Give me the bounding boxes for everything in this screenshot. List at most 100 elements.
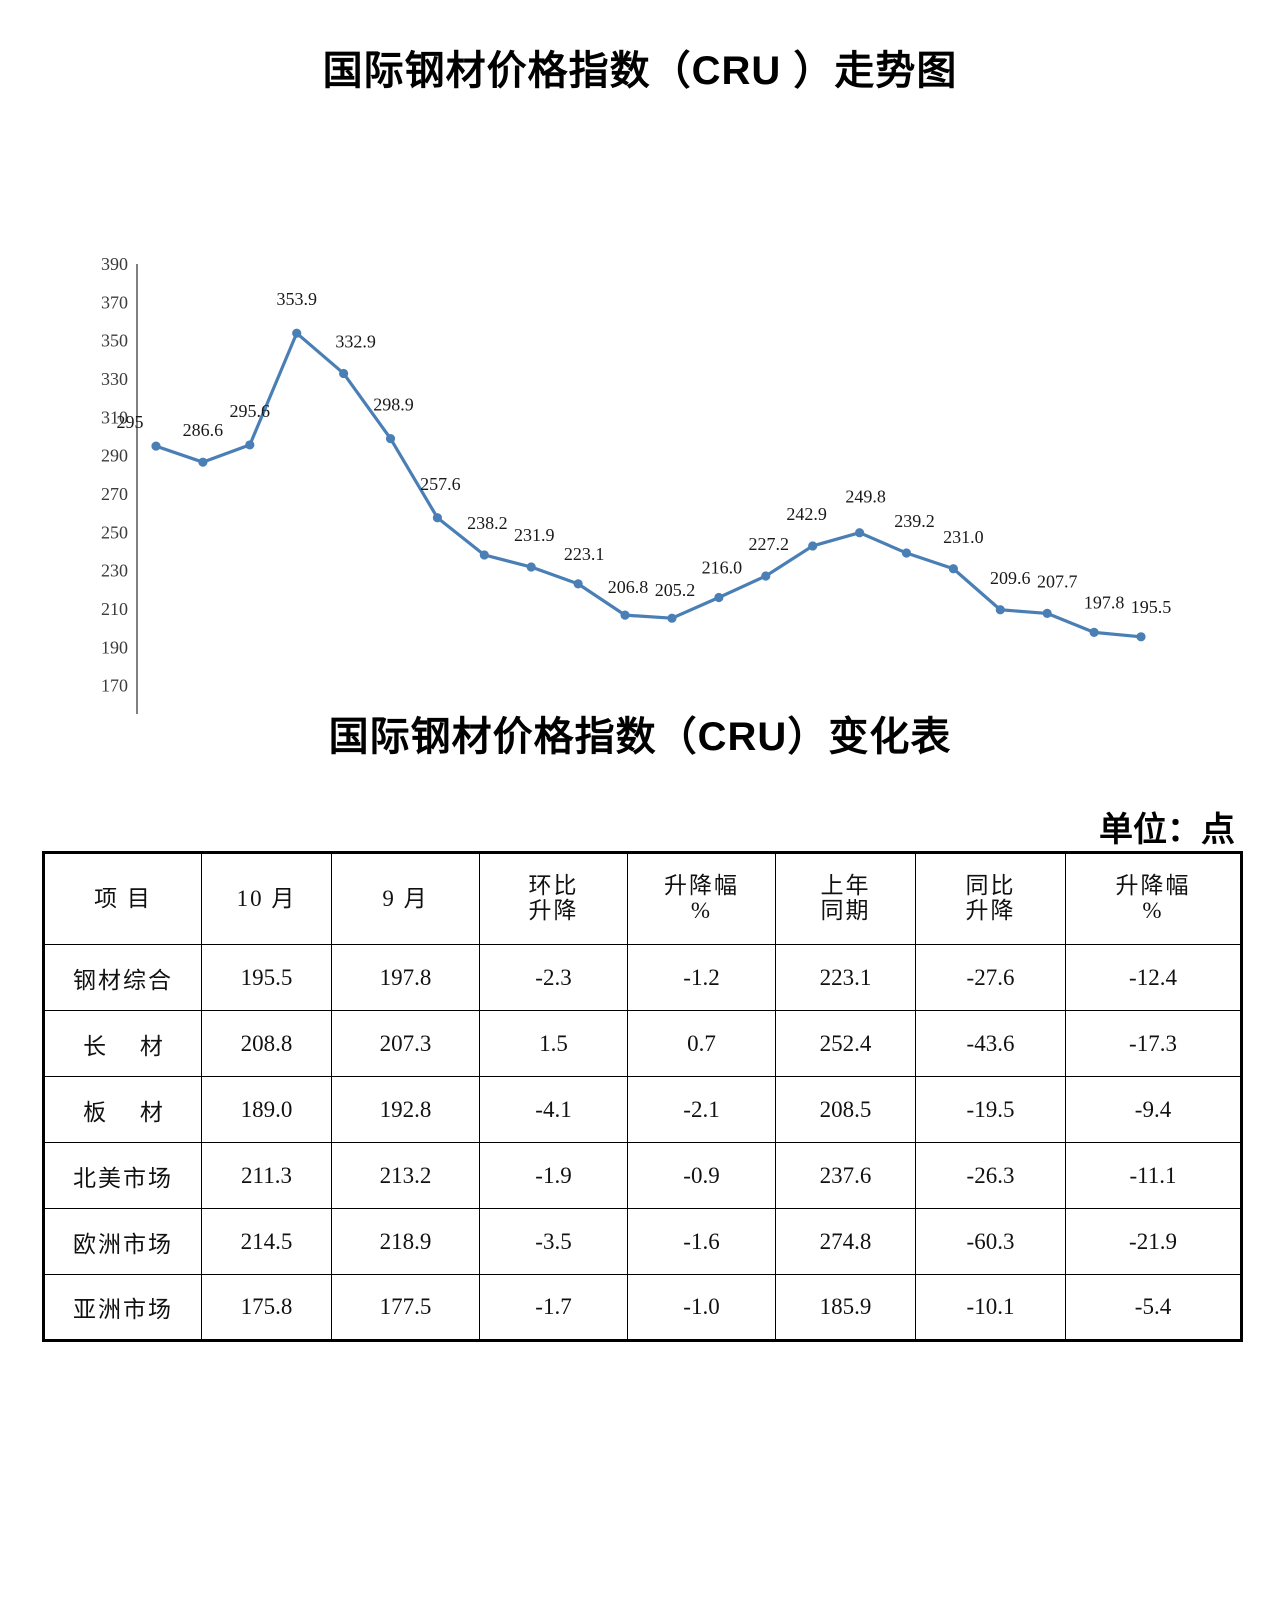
y-axis-tick-label: 310 bbox=[101, 407, 128, 427]
table-head: 项 目 10 月 9 月 环比 升降 升降幅% 上年 同期 同比 升降 升降幅% bbox=[42, 851, 1243, 945]
data-point-marker bbox=[901, 548, 912, 558]
table-cell-item-name: 亚洲市场 bbox=[42, 1274, 202, 1342]
data-point-marker bbox=[1089, 627, 1099, 637]
table-cell-value: 177.5 bbox=[331, 1274, 480, 1342]
data-point-label: 206.8 bbox=[608, 577, 649, 597]
table-header-label: 项 目 bbox=[94, 886, 152, 911]
table-cell-item-name: 北美市场 bbox=[42, 1142, 202, 1209]
data-point-marker bbox=[1042, 608, 1052, 619]
item-name-label: 北美市场 bbox=[73, 1165, 173, 1191]
table-header-cell: 项 目 bbox=[42, 851, 202, 945]
table-cell-value: -1.6 bbox=[627, 1208, 776, 1275]
table-cell-value: 207.3 bbox=[331, 1010, 480, 1077]
table-cell-value: -26.3 bbox=[915, 1142, 1066, 1209]
data-point-label: 209.6 bbox=[990, 568, 1031, 588]
table-cell-value: 0.7 bbox=[627, 1010, 776, 1077]
table-cell-value: -3.5 bbox=[479, 1208, 628, 1275]
data-point-marker bbox=[948, 564, 958, 574]
y-axis-tick-label: 290 bbox=[101, 446, 128, 466]
item-name-label: 长 材 bbox=[83, 1033, 177, 1059]
table-cell-value: 1.5 bbox=[479, 1010, 628, 1077]
item-name-label: 钢材综合 bbox=[73, 967, 173, 993]
table-cell-value: -0.9 bbox=[627, 1142, 776, 1209]
data-point-label: 332.9 bbox=[335, 331, 376, 351]
cru-change-table: 项 目 10 月 9 月 环比 升降 升降幅% 上年 同期 同比 升降 升降幅% 钢材综合 195.5… bbox=[42, 851, 1243, 1342]
data-series-line bbox=[154, 331, 1143, 639]
table-row: 北美市场 211.3 213.2 -1.9 -0.9 237.6 -26.3 -11.1 bbox=[42, 1142, 1243, 1209]
item-name-label: 亚洲市场 bbox=[73, 1297, 173, 1322]
table-cell-value: -1.7 bbox=[479, 1274, 628, 1342]
table-cell-value: -21.9 bbox=[1065, 1208, 1243, 1275]
data-point-marker bbox=[385, 434, 396, 444]
table-cell-value: 189.0 bbox=[201, 1076, 332, 1143]
table-cell-value: -17.3 bbox=[1065, 1010, 1243, 1077]
data-point-marker bbox=[526, 562, 536, 572]
data-point-label: 238.2 bbox=[467, 513, 508, 533]
table-header-cell: 上年 同期 bbox=[775, 851, 916, 945]
table-cell-value: -43.6 bbox=[915, 1010, 1066, 1077]
table-cell-value: 218.9 bbox=[331, 1208, 480, 1275]
table-cell-value: 274.8 bbox=[775, 1208, 916, 1275]
data-point-marker bbox=[854, 528, 865, 538]
table-cell-value: 175.8 bbox=[201, 1274, 332, 1342]
data-point-marker bbox=[573, 579, 583, 589]
table-cell-value: 208.8 bbox=[201, 1010, 332, 1077]
data-point-marker bbox=[714, 592, 724, 603]
table-cell-value: 223.1 bbox=[775, 944, 916, 1011]
cru-change-table-wrap: 项 目 10 月 9 月 环比 升降 升降幅% 上年 同期 同比 升降 升降幅% 钢材综合 195.5… bbox=[0, 851, 1280, 1342]
y-axis-tick-label: 370 bbox=[101, 292, 128, 312]
cru-trend-chart: 1501701902102302502702903103303503703902… bbox=[0, 94, 1280, 714]
data-point-label: 298.9 bbox=[373, 395, 414, 415]
data-point-label: 257.6 bbox=[420, 474, 461, 494]
table-header-cell: 同比 升降 bbox=[915, 851, 1066, 945]
table-cell-value: 197.8 bbox=[331, 944, 480, 1011]
table-cell-value: -1.0 bbox=[627, 1274, 776, 1342]
data-point-marker bbox=[432, 513, 443, 523]
data-point-marker bbox=[995, 605, 1005, 615]
table-cell-value: -4.1 bbox=[479, 1076, 628, 1143]
y-axis-tick-label: 190 bbox=[101, 637, 128, 657]
table-cell-value: -11.1 bbox=[1065, 1142, 1243, 1209]
table-header-label: 上年 同期 bbox=[820, 873, 871, 923]
table-header-cell: 环比 升降 bbox=[479, 851, 628, 945]
data-point-marker bbox=[620, 610, 630, 620]
table-header-cell: 升降幅% bbox=[627, 851, 776, 945]
y-axis-tick-label: 270 bbox=[101, 484, 128, 504]
table-cell-value: -5.4 bbox=[1065, 1274, 1243, 1342]
table-header-label: 升降幅% bbox=[664, 873, 739, 923]
table-header-cell: 9 月 bbox=[331, 851, 480, 945]
table-cell-value: 252.4 bbox=[775, 1010, 916, 1077]
data-point-label: 227.2 bbox=[749, 534, 790, 554]
y-axis-tick-label: 250 bbox=[101, 522, 128, 542]
table-row: 欧洲市场 214.5 218.9 -3.5 -1.6 274.8 -60.3 -21.9 bbox=[42, 1208, 1243, 1275]
data-point-label: 231.9 bbox=[514, 525, 555, 545]
data-point-label: 207.7 bbox=[1037, 571, 1078, 591]
table-cell-value: 213.2 bbox=[331, 1142, 480, 1209]
table-cell-value: -19.5 bbox=[915, 1076, 1066, 1143]
table-header-label: 10 月 bbox=[236, 886, 297, 911]
table-row: 钢材综合 195.5 197.8 -2.3 -1.2 223.1 -27.6 -12.4 bbox=[42, 944, 1243, 1011]
data-point-label: 249.8 bbox=[845, 487, 886, 507]
table-header-label: 同比 升降 bbox=[965, 873, 1016, 923]
table-cell-value: -9.4 bbox=[1065, 1076, 1243, 1143]
data-point-marker bbox=[245, 440, 255, 450]
table-cell-value: 211.3 bbox=[201, 1142, 332, 1209]
table-cell-value: 214.5 bbox=[201, 1208, 332, 1275]
page-title: 国际钢材价格指数（CRU ）走势图 bbox=[322, 49, 958, 93]
table-row: 亚洲市场 175.8 177.5 -1.7 -1.0 185.9 -10.1 -5.4 bbox=[42, 1274, 1243, 1342]
data-point-label: 195.5 bbox=[1131, 597, 1172, 617]
table-header-label: 9 月 bbox=[382, 886, 429, 911]
data-point-label: 353.9 bbox=[276, 289, 317, 309]
data-point-label: 295.6 bbox=[230, 401, 271, 421]
data-point-marker bbox=[761, 571, 771, 581]
unit-label: 单位：点 bbox=[1099, 811, 1235, 849]
table-cell-value: -12.4 bbox=[1065, 944, 1243, 1011]
table-cell-value: -27.6 bbox=[915, 944, 1066, 1011]
y-axis-tick-label: 350 bbox=[101, 331, 128, 351]
table-row: 长 材 208.8 207.3 1.5 0.7 252.4 -43.6 -17.3 bbox=[42, 1010, 1243, 1077]
table-cell-value: 237.6 bbox=[775, 1142, 916, 1209]
table-cell-item-name: 欧洲市场 bbox=[42, 1208, 202, 1275]
table-header-cell: 10 月 bbox=[201, 851, 332, 945]
table-cell-value: 195.5 bbox=[201, 944, 332, 1011]
data-point-label: 216.0 bbox=[702, 558, 743, 578]
